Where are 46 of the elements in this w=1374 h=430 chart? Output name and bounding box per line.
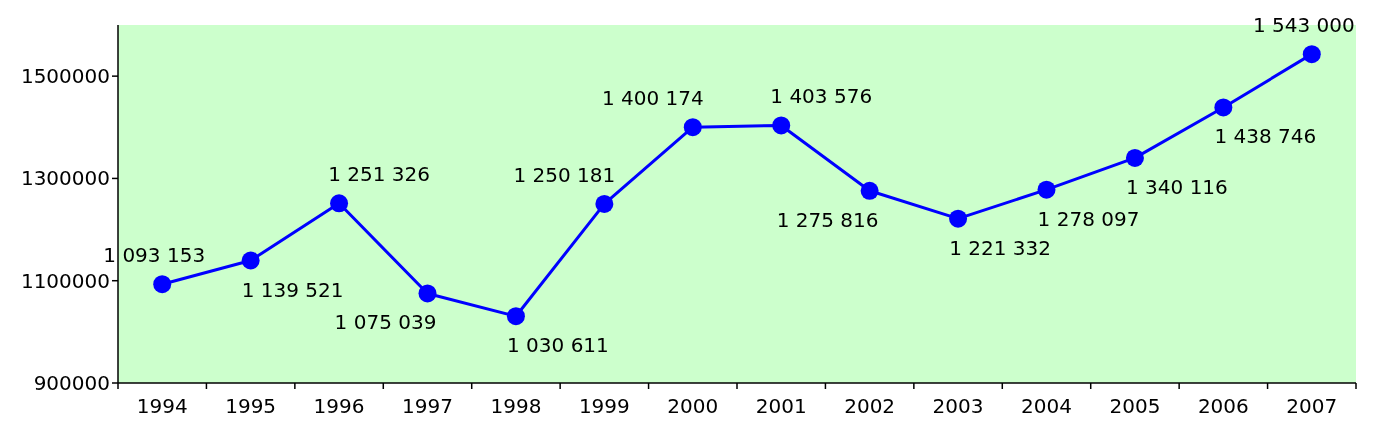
data-label: 1 093 153 — [103, 243, 206, 268]
data-label: 1 438 746 — [1214, 124, 1317, 149]
x-tick-label: 2004 — [1021, 394, 1072, 418]
x-tick-label: 1994 — [136, 394, 188, 418]
x-tick-label: 2007 — [1286, 394, 1338, 418]
x-tick-label: 2005 — [1109, 394, 1161, 418]
point — [330, 194, 349, 213]
x-tick-label: 2003 — [932, 394, 984, 418]
data-label: 1 221 332 — [949, 235, 1051, 260]
point — [241, 251, 260, 270]
x-tick-label: 1998 — [490, 394, 542, 418]
x-tick-label: 2000 — [667, 394, 719, 418]
y-tick-label: 1500000 — [20, 64, 110, 89]
point — [1302, 45, 1321, 64]
point — [683, 118, 702, 137]
point — [772, 116, 791, 135]
data-label: 1 340 116 — [1126, 174, 1228, 199]
data-label: 1 030 611 — [507, 333, 609, 358]
data-label: 1 543 000 — [1252, 13, 1355, 38]
data-label: 1 075 039 — [334, 310, 437, 335]
data-label: 1 139 521 — [241, 277, 344, 302]
x-tick-label: 2002 — [844, 394, 896, 418]
data-label: 1 278 097 — [1037, 206, 1140, 231]
x-tick-label: 1999 — [578, 394, 630, 418]
x-tick-label: 1995 — [225, 394, 277, 418]
point — [418, 284, 437, 303]
data-label: 1 400 174 — [601, 86, 704, 111]
point — [1214, 98, 1233, 117]
data-label: 1 251 326 — [328, 162, 430, 187]
x-tick-label: 1997 — [402, 394, 453, 418]
point — [949, 209, 968, 228]
x-tick-label: 2006 — [1197, 394, 1249, 418]
point — [1037, 180, 1056, 199]
y-tick-label: 1300000 — [20, 166, 110, 191]
y-tick-label: 900000 — [33, 371, 110, 395]
y-tick-label: 1100000 — [20, 268, 110, 293]
data-label: 1 250 181 — [513, 162, 616, 187]
data-label: 1 403 576 — [770, 84, 873, 109]
data-label: 1 275 816 — [776, 207, 879, 232]
x-tick-label: 1996 — [313, 394, 365, 418]
point — [1125, 148, 1144, 167]
point — [153, 275, 172, 294]
point — [506, 307, 525, 326]
x-tick-label: 2001 — [755, 394, 807, 418]
point — [860, 181, 879, 200]
point — [595, 194, 614, 213]
